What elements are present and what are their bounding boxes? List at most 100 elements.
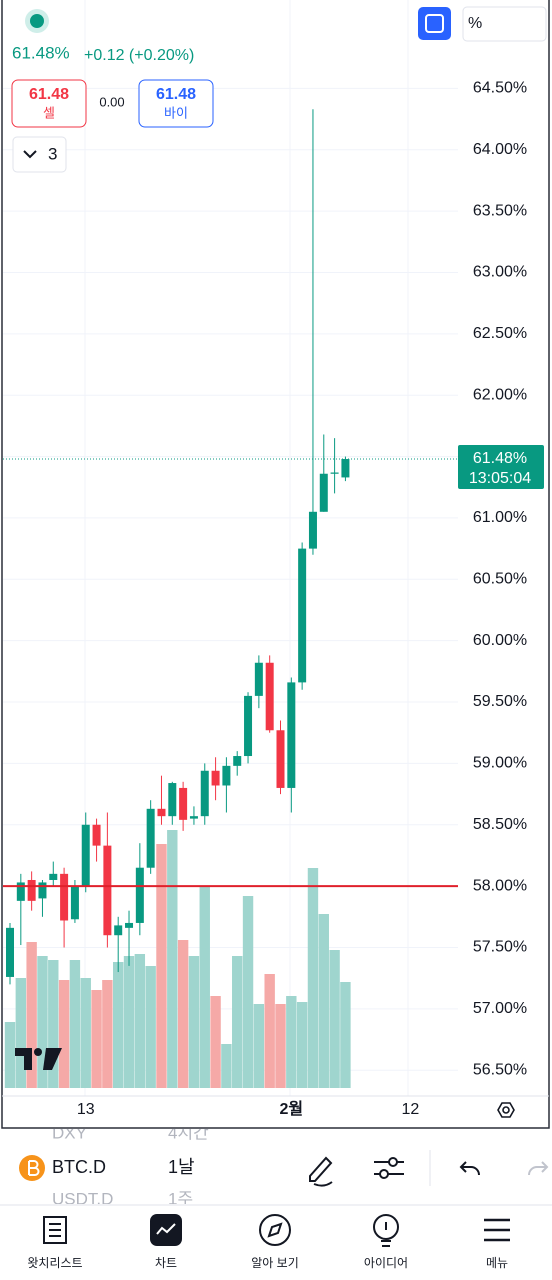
redo-icon[interactable]: [528, 1161, 549, 1176]
volume-bar: [145, 966, 156, 1088]
sell-label[interactable]: 셀: [43, 105, 55, 120]
candle-body: [135, 867, 144, 923]
candle-body: [125, 922, 134, 928]
volume-bar: [69, 960, 81, 1088]
y-tick-label: 60.00%: [473, 632, 527, 649]
nav-label[interactable]: 메뉴: [486, 1256, 508, 1270]
candle-body: [211, 770, 220, 786]
volume-bar: [199, 886, 210, 1088]
scale-button[interactable]: %: [462, 6, 547, 42]
nav-icon: [259, 1214, 291, 1246]
candle-body: [16, 882, 25, 901]
volume-bar: [307, 868, 319, 1088]
candle-body: [265, 662, 274, 731]
candle-body: [330, 472, 339, 474]
tv-logo: [15, 1048, 62, 1070]
draw-icon[interactable]: [309, 1156, 333, 1187]
indicators-count[interactable]: 3: [48, 144, 57, 163]
interval[interactable]: 1날: [168, 1157, 195, 1177]
fullscreen-bg[interactable]: [418, 7, 451, 40]
settings-knob: [379, 1169, 389, 1179]
logo-part: [34, 1048, 42, 1056]
candle-body: [114, 925, 123, 936]
y-tick-label: 64.50%: [473, 80, 527, 97]
candle-body: [6, 927, 14, 977]
axis-settings[interactable]: [497, 1102, 515, 1118]
nav-icon: [373, 1214, 399, 1240]
candle-body: [38, 882, 47, 899]
nav-chart[interactable]: 차트: [150, 1214, 182, 1270]
y-tick-label: 62.50%: [473, 325, 527, 342]
nav-watchlist[interactable]: 왓치리스트: [27, 1216, 83, 1270]
y-tick-label: 59.00%: [473, 755, 527, 772]
volume-bar: [264, 974, 275, 1088]
x-tick-label: 2월: [280, 1100, 304, 1118]
toggle-box[interactable]: [12, 136, 67, 173]
volume-bar: [48, 960, 59, 1088]
volume-bar: [123, 956, 135, 1088]
next-symbol: USDT.D: [52, 1189, 113, 1208]
nav-ideas[interactable]: 아이디어: [364, 1214, 408, 1270]
candle-body: [168, 783, 177, 817]
nav-menu[interactable]: 메뉴: [484, 1218, 510, 1270]
volume: [4, 830, 351, 1088]
buy-button[interactable]: 61.48 바이: [138, 79, 214, 128]
candle-body: [81, 824, 90, 887]
volume-bar: [188, 956, 200, 1088]
buy-label[interactable]: 바이: [164, 105, 188, 120]
logo-part: [15, 1048, 32, 1070]
candle-body: [222, 765, 231, 786]
fullscreen-button[interactable]: [418, 7, 451, 40]
prev-interval: 4시간: [168, 1123, 209, 1142]
nav-label[interactable]: 알아 보기: [251, 1256, 299, 1270]
sell-button[interactable]: 61.48 셀: [11, 79, 87, 128]
volume-bar: [134, 954, 146, 1088]
nav-icon-line: [156, 1223, 176, 1235]
y-tick-label: 56.50%: [473, 1061, 527, 1078]
nav-label[interactable]: 아이디어: [364, 1256, 408, 1270]
sell-box[interactable]: [11, 79, 87, 128]
x-tick-label: 12: [401, 1101, 419, 1118]
undo-icon[interactable]: [459, 1161, 480, 1176]
nav-explore[interactable]: 알아 보기: [251, 1214, 299, 1270]
scale-label[interactable]: %: [468, 15, 482, 32]
last-price: 61.48%: [12, 43, 70, 62]
nav-icon: [43, 1216, 67, 1244]
symbol-picker[interactable]: DXY 4시간 USDT.D 1주: [52, 1123, 209, 1208]
volume-bar: [80, 978, 91, 1088]
chart-frame: [1, 0, 550, 1129]
candle-body: [70, 886, 79, 920]
volume-bar: [167, 830, 178, 1088]
status-dot: [30, 14, 44, 28]
volume-bar: [318, 914, 329, 1088]
spread: 0.00: [99, 94, 124, 109]
y-tick-label: 57.50%: [473, 939, 527, 956]
candle-body: [341, 459, 350, 478]
symbol[interactable]: BTC.D: [52, 1157, 106, 1177]
nav-label[interactable]: 차트: [155, 1256, 177, 1270]
nav-icon: [484, 1218, 510, 1242]
scale-box[interactable]: [462, 6, 547, 42]
sell-price[interactable]: 61.48: [29, 86, 69, 103]
price-label: 61.48%: [473, 450, 527, 467]
candle-body: [244, 695, 253, 757]
buy-box[interactable]: [138, 79, 214, 128]
nav-label[interactable]: 왓치리스트: [27, 1256, 82, 1270]
price-lines: 61.48% 13:05:04: [3, 445, 544, 888]
volume-bar: [286, 996, 297, 1088]
nav-icon-bulb: [381, 1222, 391, 1247]
chevron: [23, 150, 37, 159]
y-tick-label: 60.50%: [473, 571, 527, 588]
volume-bar: [15, 978, 27, 1088]
indicators-toggle[interactable]: 3: [12, 136, 67, 173]
y-tick-label: 58.50%: [473, 816, 527, 833]
buy-price[interactable]: 61.48: [156, 86, 196, 103]
volume-bar: [156, 844, 167, 1088]
y-tick-label: 62.00%: [473, 386, 527, 403]
candle-body: [276, 730, 285, 788]
volume-bar: [340, 982, 351, 1088]
volume-bar: [329, 950, 340, 1088]
x-tick-label: 13: [77, 1101, 95, 1118]
y-tick-label: 64.00%: [473, 141, 527, 158]
candle-body: [200, 770, 209, 817]
